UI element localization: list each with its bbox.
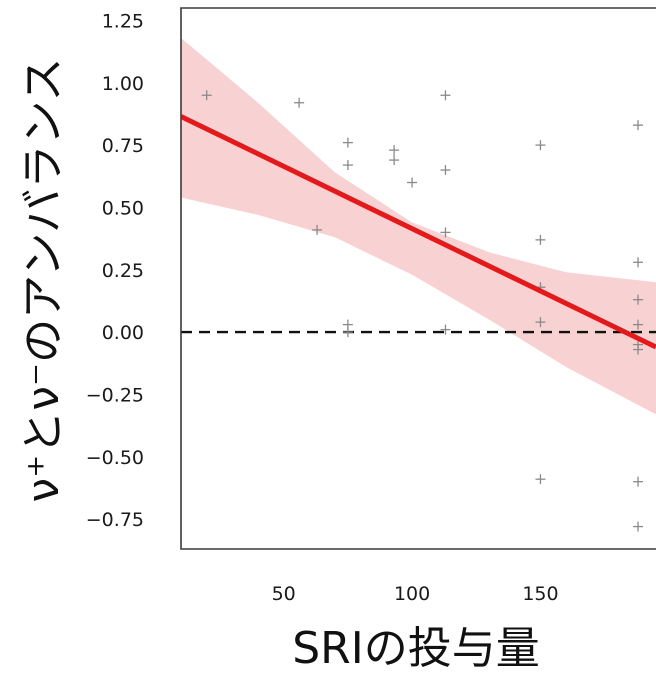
data-point: [294, 97, 305, 108]
y-tick-labels: 1.25 1.00 0.75 0.50 0.25 0.00 −0.25 −0.50 −0.75: [86, 10, 144, 531]
data-point: [201, 90, 212, 101]
data-point: [342, 160, 353, 171]
data-point: [633, 257, 644, 268]
data-point: [535, 317, 546, 328]
data-point: [535, 140, 546, 151]
data-point: [440, 227, 451, 238]
x-tick-label: 100: [394, 583, 430, 605]
data-point: [633, 294, 644, 305]
y-tick-label: 0.75: [102, 135, 144, 157]
data-point: [440, 165, 451, 176]
y-tick-label: 1.25: [102, 10, 144, 32]
plot-frame-layer: [180, 7, 656, 550]
y-tick-label: −0.50: [86, 447, 144, 469]
data-point: [407, 177, 418, 188]
data-point: [633, 521, 644, 532]
data-point: [440, 324, 451, 335]
data-point: [440, 90, 451, 101]
data-point: [633, 120, 644, 131]
x-tick-label: 50: [272, 583, 296, 605]
confidence-band: [181, 37, 656, 415]
y-tick-label: −0.75: [86, 509, 144, 531]
plot-frame: [180, 7, 656, 550]
x-tick-label: 150: [522, 583, 558, 605]
data-point: [633, 319, 644, 330]
y-axis-title: ν⁺とν⁻のアンバランス: [18, 58, 69, 503]
data-points-layer: [201, 90, 644, 532]
y-tick-label: 0.25: [102, 260, 144, 282]
data-point: [389, 145, 400, 156]
confidence-band-layer: [181, 37, 656, 415]
data-point: [633, 344, 644, 355]
x-axis-title: SRIの投与量: [292, 623, 539, 674]
data-point: [389, 155, 400, 166]
y-tick-label: 1.00: [102, 73, 144, 95]
regression-line-layer: [181, 114, 656, 350]
data-point: [633, 476, 644, 487]
data-point: [535, 234, 546, 245]
data-point: [535, 474, 546, 485]
data-point: [342, 327, 353, 338]
y-tick-label: 0.00: [102, 322, 144, 344]
regression-line: [181, 114, 656, 350]
data-point: [312, 224, 323, 235]
y-tick-label: 0.50: [102, 197, 144, 219]
x-tick-labels: 50 100 150: [272, 583, 559, 605]
y-tick-label: −0.25: [86, 384, 144, 406]
data-point: [342, 137, 353, 148]
